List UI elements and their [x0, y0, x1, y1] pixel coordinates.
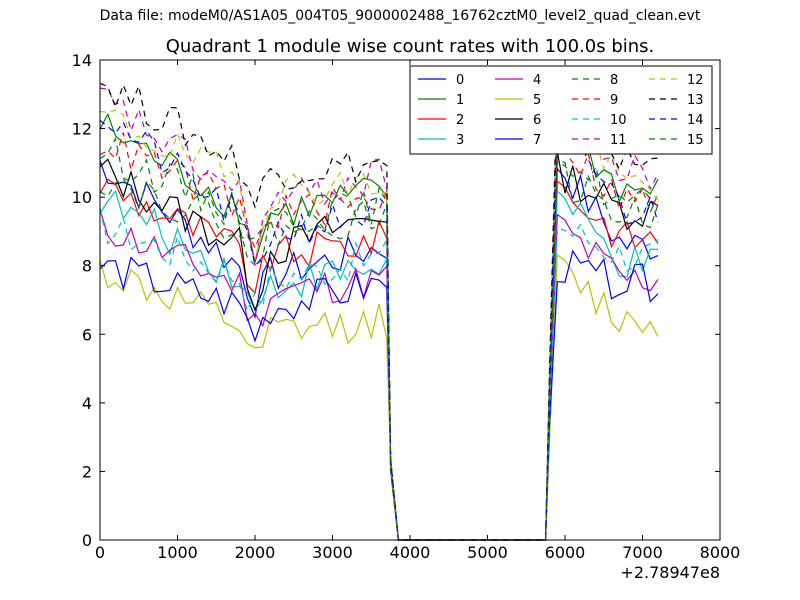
series-line-9 [99, 132, 659, 541]
y-tick-label: 12 [72, 120, 92, 139]
x-tick-label: 8000 [700, 543, 741, 562]
series-line-10 [99, 208, 659, 541]
y-tick-label: 10 [72, 188, 92, 207]
x-tick-label: 0 [95, 543, 105, 562]
series-line-1 [99, 112, 659, 541]
x-tick-label: 3000 [312, 543, 353, 562]
x-tick-label: 2000 [235, 543, 276, 562]
legend-label: 8 [610, 73, 618, 88]
legend-label: 0 [456, 73, 464, 88]
y-tick-label: 6 [82, 325, 92, 344]
legend-label: 11 [610, 133, 627, 148]
legend-label: 5 [533, 93, 541, 108]
series-line-8 [99, 136, 659, 541]
series-line-7 [99, 249, 659, 541]
x-tick-label: 6000 [545, 543, 586, 562]
legend-label: 7 [533, 133, 541, 148]
legend-label: 10 [610, 113, 627, 128]
y-tick-label: 4 [82, 394, 92, 413]
legend-label: 15 [687, 133, 704, 148]
x-tick-label: 1000 [157, 543, 198, 562]
y-tick-label: 8 [82, 257, 92, 276]
x-tick-label: 5000 [467, 543, 508, 562]
legend-label: 14 [687, 113, 704, 128]
series-line-0 [99, 160, 659, 541]
x-tick-label: 4000 [390, 543, 431, 562]
series-line-11 [99, 87, 659, 541]
x-tick-label: 7000 [622, 543, 663, 562]
y-tick-label: 2 [82, 462, 92, 481]
legend-label: 9 [610, 93, 618, 108]
series-line-5 [99, 254, 659, 541]
legend-label: 1 [456, 93, 464, 108]
x-offset-label: +2.78947e8 [620, 563, 720, 582]
chart-title: Quadrant 1 module wise count rates with … [165, 36, 655, 57]
suptitle: Data file: modeM0/AS1A05_004T05_90000024… [99, 8, 701, 24]
series-line-14 [99, 98, 659, 541]
legend-label: 2 [456, 113, 464, 128]
legend-label: 12 [687, 73, 704, 88]
axis-ticks: 0 1000 2000 3000 4000 5000 6000 7000 80000246810… [72, 51, 741, 582]
legend-label: 6 [533, 113, 541, 128]
legend-label: 4 [533, 73, 541, 88]
series-line-6 [99, 151, 659, 541]
series-line-4 [99, 209, 659, 541]
legend-label: 3 [456, 133, 464, 148]
y-tick-label: 14 [72, 51, 92, 70]
series-line-3 [99, 189, 659, 541]
y-tick-label: 0 [82, 531, 92, 550]
legend-label: 13 [687, 93, 704, 108]
